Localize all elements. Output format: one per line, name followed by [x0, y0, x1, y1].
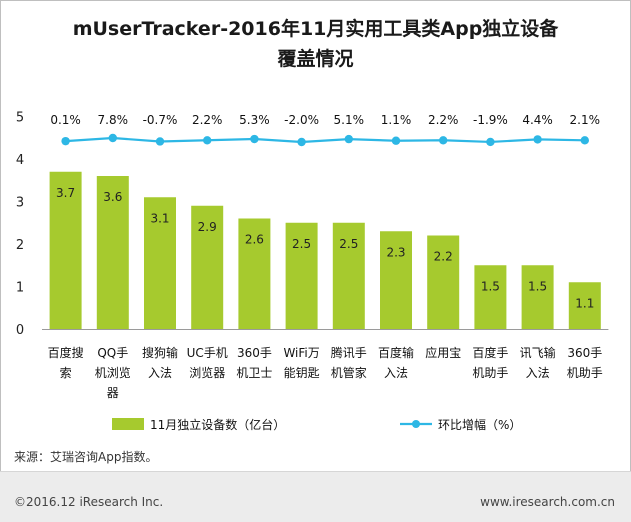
growth-point	[297, 137, 306, 147]
chart-title-line-1: mUserTracker-2016年11月实用工具类App独立设备	[72, 18, 559, 40]
legend-line-label: 环比增幅（%）	[438, 417, 521, 432]
growth-value-label: 7.8%	[98, 113, 129, 127]
growth-value-label: 2.1%	[570, 113, 601, 127]
bar	[568, 282, 601, 329]
growth-value-label: 5.3%	[239, 113, 270, 127]
x-category-label: 360手	[567, 346, 602, 360]
growth-point	[580, 136, 589, 145]
y-tick-label: 0	[16, 323, 24, 338]
bar-value-label: 2.6	[245, 233, 264, 247]
y-tick-label: 5	[16, 111, 24, 126]
legend-bar-label: 11月独立设备数（亿台）	[150, 417, 285, 432]
y-tick-label: 2	[16, 238, 24, 253]
legend-line-marker	[412, 420, 420, 428]
x-category-label: 入法	[526, 366, 550, 380]
bar	[238, 218, 271, 329]
x-category-label: 入法	[384, 366, 408, 380]
growth-value-label: -2.0%	[284, 113, 319, 127]
growth-point	[439, 136, 448, 145]
bar	[474, 265, 507, 329]
x-category-label: 机浏览	[95, 365, 131, 380]
growth-value-label: 2.2%	[428, 113, 459, 127]
bar-value-label: 2.2	[434, 250, 453, 264]
y-tick-label: 3	[16, 196, 24, 211]
growth-value-label: 1.1%	[381, 113, 412, 127]
x-category-label: 浏览器	[189, 365, 225, 380]
bar	[191, 205, 224, 329]
bar-value-label: 3.7	[56, 186, 75, 200]
bar-value-label: 3.6	[103, 190, 122, 204]
bar-value-label: 2.9	[198, 220, 217, 234]
copyright-text: ©2016.12 iResearch Inc.	[14, 495, 164, 509]
growth-value-label: -1.9%	[473, 113, 508, 127]
website-text: www.iresearch.com.cn	[480, 495, 615, 509]
bar	[49, 171, 82, 329]
x-category-label: 能钥匙	[284, 366, 320, 380]
source-note: 来源：艾瑞咨询App指数。	[14, 450, 158, 464]
x-category-label: 索	[60, 366, 72, 380]
growth-point	[61, 136, 70, 146]
bar	[521, 265, 554, 329]
bar	[380, 231, 412, 329]
x-category-label: 360手	[237, 346, 272, 360]
x-category-label: QQ手	[97, 346, 128, 360]
growth-point	[250, 134, 259, 144]
x-category-label: 机助手	[472, 366, 508, 380]
growth-point	[533, 135, 542, 144]
y-tick-label: 1	[16, 281, 24, 296]
x-category-label: 机管家	[331, 365, 367, 380]
growth-point	[344, 134, 353, 144]
growth-point	[203, 136, 212, 145]
chart-title-line-2: 覆盖情况	[277, 48, 354, 70]
x-category-label: 百度手	[472, 345, 508, 360]
bar	[144, 197, 176, 329]
growth-point	[155, 137, 165, 146]
growth-value-label: 4.4%	[522, 113, 553, 127]
x-category-label: 腾讯手	[331, 345, 367, 360]
growth-value-label: 5.1%	[334, 113, 365, 127]
x-category-label: 搜狗输	[142, 345, 178, 360]
x-category-label: 机助手	[567, 366, 603, 380]
bar-value-label: 1.1	[575, 296, 594, 310]
bar-value-label: 1.5	[528, 279, 547, 293]
y-tick-label: 4	[16, 153, 24, 168]
x-category-label: WiFi万	[283, 346, 319, 360]
bar	[427, 235, 460, 329]
growth-point	[391, 136, 401, 145]
bar-value-label: 1.5	[481, 279, 500, 293]
x-category-label: 百度输	[378, 345, 414, 360]
bar	[285, 222, 318, 329]
bar	[96, 176, 129, 329]
x-category-label: 器	[107, 386, 119, 400]
growth-value-label: 2.2%	[192, 113, 223, 127]
growth-point	[486, 137, 495, 147]
growth-point	[108, 133, 118, 143]
x-category-label: UC手机	[187, 346, 228, 360]
chart-title: mUserTracker-2016年11月实用工具类App独立设备 覆盖情况	[0, 14, 631, 74]
legend-bar-swatch	[112, 418, 144, 430]
bar-value-label: 2.3	[386, 245, 405, 259]
x-category-label: 百度搜	[48, 345, 84, 360]
x-category-label: 入法	[148, 366, 172, 380]
x-category-label: 机卫士	[236, 366, 272, 380]
x-category-label: 应用宝	[425, 345, 461, 360]
bar	[332, 222, 365, 329]
growth-value-label: -0.7%	[143, 113, 178, 127]
growth-line	[65, 136, 585, 144]
footer: ©2016.12 iResearch Inc. www.iresearch.co…	[0, 471, 631, 522]
bar-value-label: 2.5	[339, 237, 358, 251]
bar-value-label: 2.5	[292, 237, 311, 251]
bar-value-label: 3.1	[150, 211, 169, 225]
growth-value-label: 0.1%	[50, 113, 81, 127]
x-category-label: 讯飞输	[520, 345, 556, 360]
